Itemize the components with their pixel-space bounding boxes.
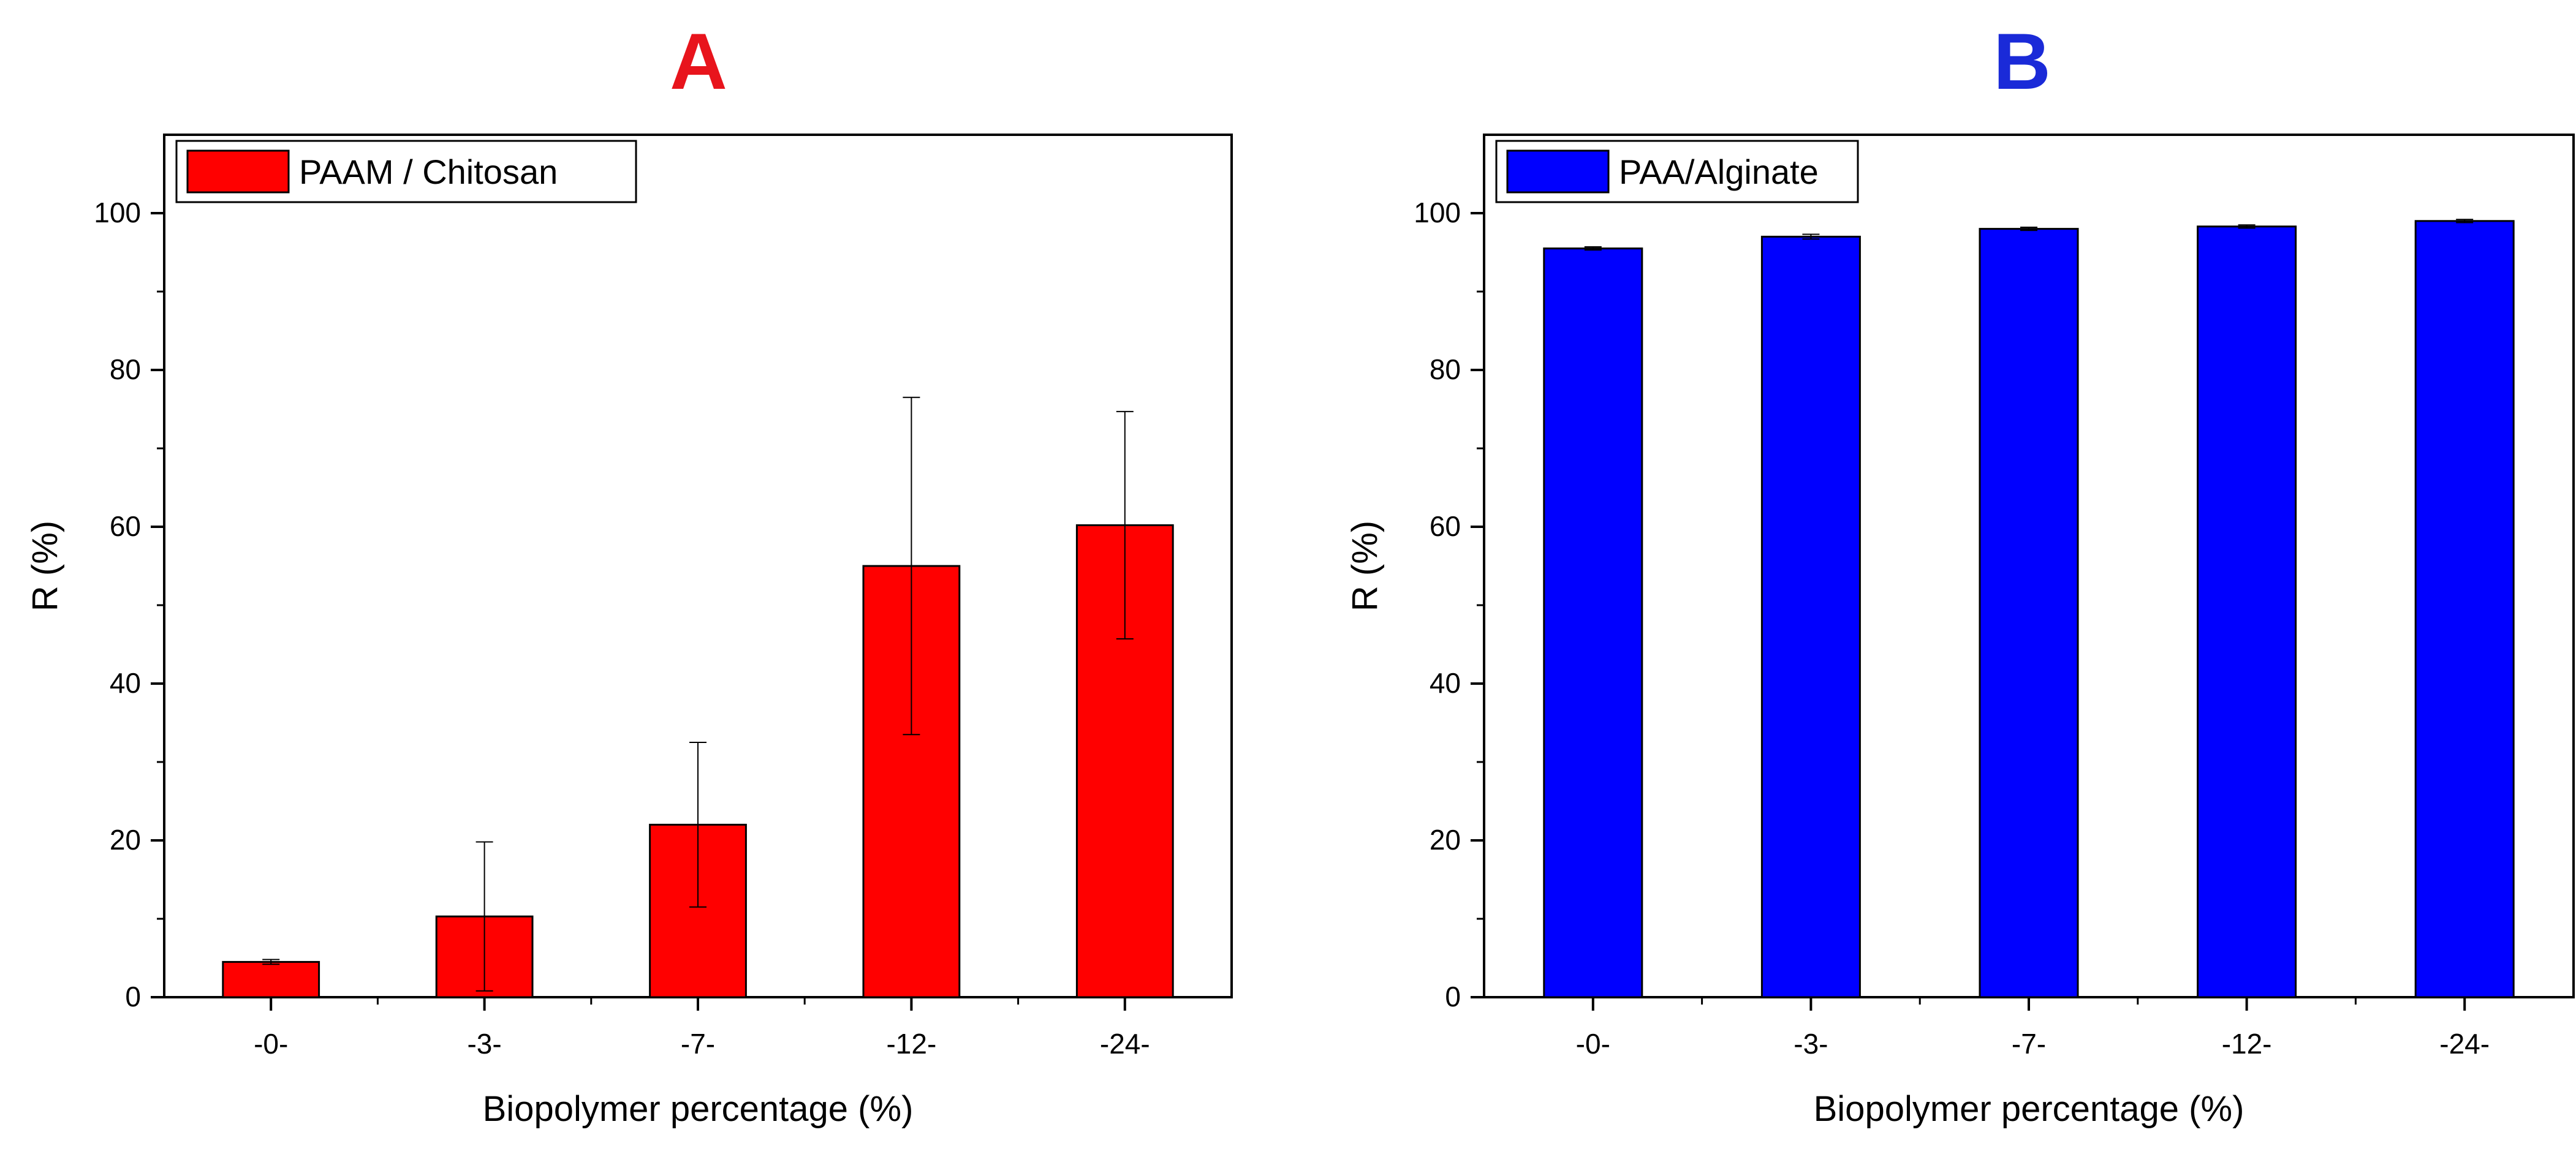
y-tick-label: 80: [110, 353, 141, 385]
y-tick-label: 100: [94, 197, 141, 228]
legend-label: PAA/Alginate: [1619, 153, 1819, 191]
legend: PAAM / Chitosan: [175, 140, 637, 203]
y-axis-label: R (%): [1345, 521, 1385, 611]
y-tick-label: 40: [1430, 667, 1461, 699]
y-tick-label: 100: [1414, 197, 1461, 228]
x-tick-label: -7-: [2012, 1028, 2046, 1060]
x-tick-label: -12-: [2222, 1028, 2272, 1060]
x-tick-label: -0-: [1576, 1028, 1610, 1060]
x-tick-label: -3-: [467, 1028, 501, 1060]
y-axis-label: R (%): [25, 521, 65, 611]
y-tick-label: 60: [1430, 510, 1461, 542]
x-tick-label: -7-: [681, 1028, 715, 1060]
panel-a: A 0 20 40 60 80 100 -0- -3- -7- -12- -24- Biopolymer…: [25, 17, 1233, 1129]
x-tick-label: -12-: [886, 1028, 936, 1060]
legend: PAA/Alginate: [1495, 140, 1859, 203]
bar: [222, 960, 320, 998]
panel-label: B: [1993, 17, 2051, 106]
x-tick-label: -24-: [1100, 1028, 1150, 1060]
bar: [2414, 220, 2515, 998]
legend-swatch: [186, 149, 290, 194]
bar: [2197, 225, 2297, 998]
y-tick-label: 20: [110, 824, 141, 856]
y-tick-label: 60: [110, 510, 141, 542]
bar: [1543, 247, 1643, 998]
y-tick-label: 80: [1430, 353, 1461, 385]
y-tick-label: 0: [1445, 981, 1461, 1013]
bar: [1979, 228, 2079, 998]
panel-b: B 0 20 40 60 80 100 -0- -3- -7- -12- -24- Biopolymer…: [1345, 17, 2575, 1129]
x-axis-label: Biopolymer percentage (%): [483, 1089, 914, 1129]
y-tick-label: 20: [1430, 824, 1461, 856]
x-tick-label: -3-: [1794, 1028, 1828, 1060]
legend-swatch: [1506, 149, 1610, 194]
bar: [1760, 235, 1861, 998]
x-axis-label: Biopolymer percentage (%): [1814, 1089, 2245, 1129]
x-tick-label: -24-: [2439, 1028, 2490, 1060]
x-tick-label: -0-: [254, 1028, 288, 1060]
y-tick-label: 0: [125, 981, 141, 1013]
y-tick-label: 40: [110, 667, 141, 699]
legend-label: PAAM / Chitosan: [299, 153, 558, 191]
panel-label: A: [670, 17, 727, 106]
